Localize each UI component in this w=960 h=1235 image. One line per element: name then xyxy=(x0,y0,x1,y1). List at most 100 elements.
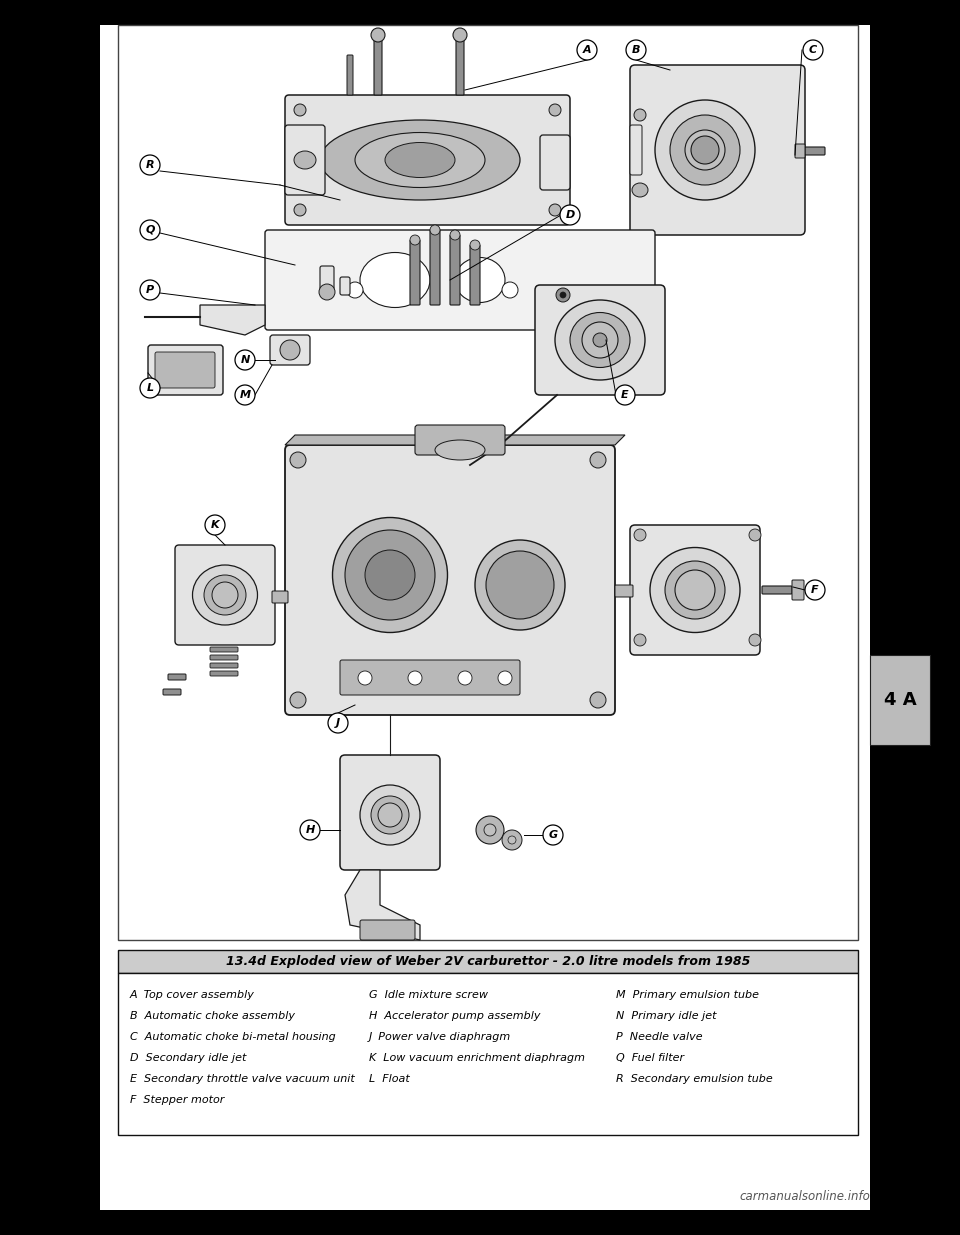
FancyBboxPatch shape xyxy=(270,335,310,366)
Circle shape xyxy=(508,836,516,844)
Text: M  Primary emulsion tube: M Primary emulsion tube xyxy=(616,990,759,1000)
FancyBboxPatch shape xyxy=(175,545,275,645)
Circle shape xyxy=(470,240,480,249)
Ellipse shape xyxy=(475,540,565,630)
FancyBboxPatch shape xyxy=(415,425,505,454)
FancyBboxPatch shape xyxy=(340,755,440,869)
Circle shape xyxy=(140,280,160,300)
Circle shape xyxy=(205,515,225,535)
Circle shape xyxy=(560,205,580,225)
Ellipse shape xyxy=(555,300,645,380)
FancyBboxPatch shape xyxy=(118,950,858,973)
Circle shape xyxy=(290,452,306,468)
FancyBboxPatch shape xyxy=(470,245,480,305)
Circle shape xyxy=(212,582,238,608)
Text: K  Low vacuum enrichment diaphragm: K Low vacuum enrichment diaphragm xyxy=(369,1053,585,1063)
Ellipse shape xyxy=(360,785,420,845)
FancyBboxPatch shape xyxy=(805,147,825,156)
Text: P: P xyxy=(146,285,154,295)
Circle shape xyxy=(450,230,460,240)
Circle shape xyxy=(280,340,300,359)
Circle shape xyxy=(805,580,825,600)
Text: B  Automatic choke assembly: B Automatic choke assembly xyxy=(130,1011,295,1021)
Circle shape xyxy=(235,350,255,370)
Ellipse shape xyxy=(332,517,447,632)
Circle shape xyxy=(749,529,761,541)
FancyBboxPatch shape xyxy=(118,973,858,1135)
FancyBboxPatch shape xyxy=(210,671,238,676)
FancyBboxPatch shape xyxy=(630,125,642,175)
Ellipse shape xyxy=(632,183,648,198)
Ellipse shape xyxy=(634,109,646,121)
FancyBboxPatch shape xyxy=(615,585,633,597)
Text: H  Accelerator pump assembly: H Accelerator pump assembly xyxy=(369,1011,540,1021)
FancyBboxPatch shape xyxy=(155,352,215,388)
Text: C: C xyxy=(809,44,817,56)
Text: H: H xyxy=(305,825,315,835)
Text: carmanualsonline.info: carmanualsonline.info xyxy=(739,1191,870,1203)
Circle shape xyxy=(140,378,160,398)
Circle shape xyxy=(347,282,363,298)
Ellipse shape xyxy=(670,115,740,185)
Ellipse shape xyxy=(355,132,485,188)
FancyBboxPatch shape xyxy=(410,240,420,305)
Text: G: G xyxy=(548,830,558,840)
FancyBboxPatch shape xyxy=(100,25,870,1210)
Circle shape xyxy=(560,291,566,298)
Circle shape xyxy=(749,634,761,646)
Text: B: B xyxy=(632,44,640,56)
FancyBboxPatch shape xyxy=(285,125,325,195)
Polygon shape xyxy=(200,305,265,335)
Circle shape xyxy=(593,333,607,347)
Text: Q: Q xyxy=(145,225,155,235)
Text: C  Automatic choke bi-metal housing: C Automatic choke bi-metal housing xyxy=(130,1032,336,1042)
Circle shape xyxy=(453,28,467,42)
Circle shape xyxy=(626,40,646,61)
Text: M: M xyxy=(239,390,251,400)
FancyBboxPatch shape xyxy=(347,56,353,95)
FancyBboxPatch shape xyxy=(630,525,760,655)
Text: L: L xyxy=(147,383,154,393)
FancyBboxPatch shape xyxy=(535,285,665,395)
Ellipse shape xyxy=(204,576,246,615)
FancyBboxPatch shape xyxy=(285,445,615,715)
Circle shape xyxy=(300,820,320,840)
Circle shape xyxy=(430,225,440,235)
Circle shape xyxy=(328,713,348,734)
Circle shape xyxy=(549,204,561,216)
Circle shape xyxy=(691,136,719,164)
Text: E: E xyxy=(621,390,629,400)
Circle shape xyxy=(549,104,561,116)
FancyBboxPatch shape xyxy=(265,230,655,330)
Text: A: A xyxy=(583,44,591,56)
FancyBboxPatch shape xyxy=(118,25,858,940)
FancyBboxPatch shape xyxy=(340,659,520,695)
Ellipse shape xyxy=(486,551,554,619)
Text: A  Top cover assembly: A Top cover assembly xyxy=(130,990,254,1000)
Text: E  Secondary throttle valve vacuum unit: E Secondary throttle valve vacuum unit xyxy=(130,1074,355,1084)
Text: J: J xyxy=(336,718,340,727)
Circle shape xyxy=(319,284,335,300)
Circle shape xyxy=(140,156,160,175)
Text: L  Float: L Float xyxy=(369,1074,410,1084)
Circle shape xyxy=(294,204,306,216)
FancyBboxPatch shape xyxy=(285,95,570,225)
Circle shape xyxy=(476,816,504,844)
Ellipse shape xyxy=(385,142,455,178)
Circle shape xyxy=(675,571,715,610)
FancyBboxPatch shape xyxy=(210,647,238,652)
FancyBboxPatch shape xyxy=(340,277,350,295)
Text: K: K xyxy=(210,520,219,530)
FancyBboxPatch shape xyxy=(430,230,440,305)
FancyBboxPatch shape xyxy=(163,689,181,695)
Circle shape xyxy=(235,385,255,405)
Circle shape xyxy=(498,671,512,685)
Ellipse shape xyxy=(371,797,409,834)
Text: J  Power valve diaphragm: J Power valve diaphragm xyxy=(369,1032,512,1042)
Polygon shape xyxy=(285,435,625,445)
FancyBboxPatch shape xyxy=(320,266,334,290)
Circle shape xyxy=(484,824,496,836)
Circle shape xyxy=(294,104,306,116)
Circle shape xyxy=(140,220,160,240)
Ellipse shape xyxy=(455,258,505,303)
